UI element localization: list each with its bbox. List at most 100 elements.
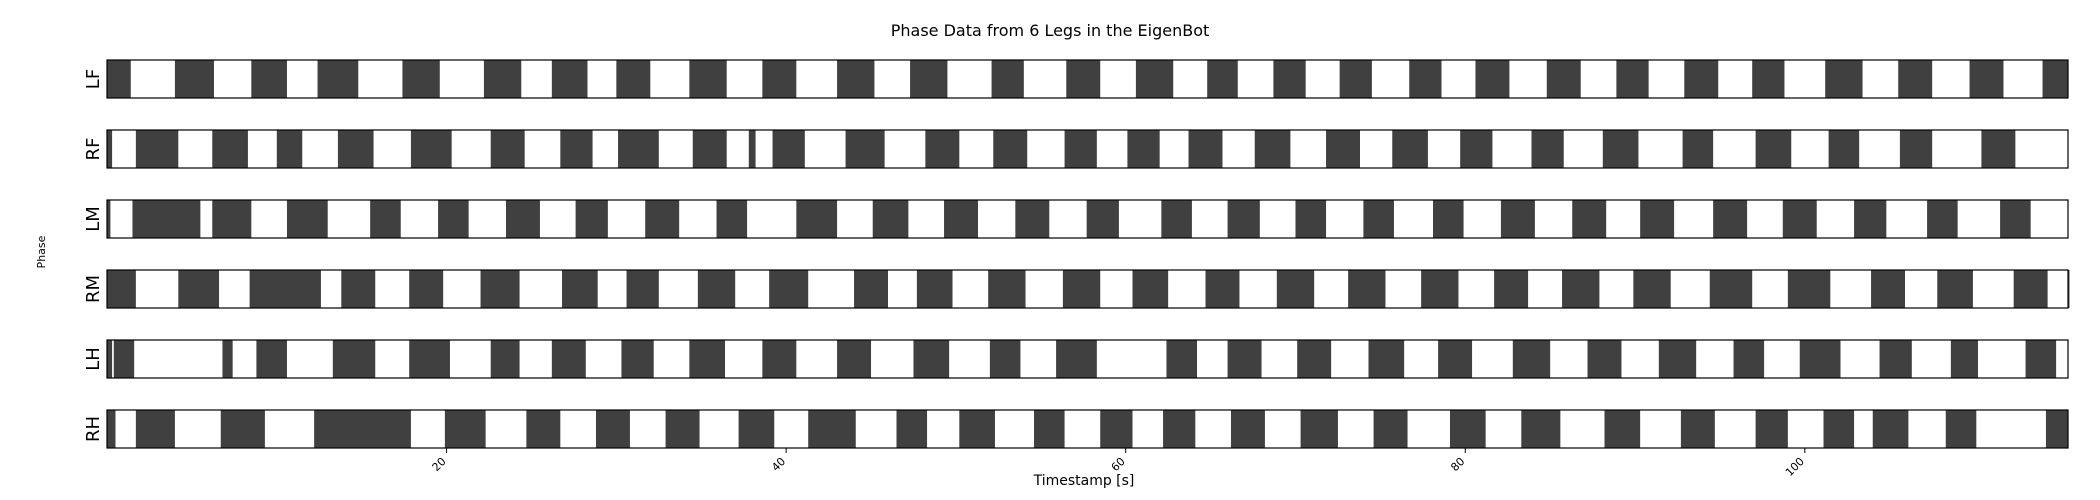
- stance-segment: [337, 130, 374, 168]
- stance-segment: [107, 340, 113, 378]
- stance-segment: [286, 200, 328, 238]
- stance-segment: [1562, 270, 1600, 308]
- stance-segment: [1326, 130, 1361, 168]
- stance-segment: [256, 340, 287, 378]
- stance-segment: [212, 200, 252, 238]
- stance-segment: [665, 410, 700, 448]
- leg-label-rh: RH: [83, 416, 104, 442]
- stance-segment: [716, 200, 748, 238]
- stance-segment: [1161, 200, 1192, 238]
- stance-segment: [837, 60, 875, 98]
- stance-segment: [1254, 130, 1291, 168]
- stance-segment: [249, 270, 321, 308]
- stance-segment: [409, 340, 450, 378]
- stance-segment: [1373, 410, 1408, 448]
- stance-segment: [409, 270, 444, 308]
- leg-row-rf: RF: [83, 129, 2069, 169]
- stance-segment: [1633, 270, 1671, 308]
- stance-segment: [738, 410, 775, 448]
- stance-segment: [2042, 60, 2068, 98]
- chart-title: Phase Data from 6 Legs in the EigenBot: [891, 21, 1210, 40]
- stance-segment: [1127, 130, 1160, 168]
- stance-segment: [1034, 410, 1065, 448]
- stance-segment: [560, 130, 593, 168]
- stance-segment: [1602, 130, 1639, 168]
- stance-segment: [174, 60, 214, 98]
- stance-segment: [1276, 270, 1315, 308]
- stance-segment: [1640, 200, 1675, 238]
- stance-segment: [135, 410, 175, 448]
- stance-segment: [1752, 60, 1785, 98]
- leg-label-rm: RM: [83, 275, 104, 303]
- stance-segment: [1494, 270, 1529, 308]
- stance-segment: [2000, 200, 2031, 238]
- stance-segment: [1066, 60, 1101, 98]
- stance-segment: [854, 270, 889, 308]
- stance-segment: [762, 60, 797, 98]
- stance-segment: [1709, 270, 1753, 308]
- stance-segment: [526, 410, 561, 448]
- stance-segment: [135, 130, 179, 168]
- leg-row-rm: RM: [83, 269, 2070, 309]
- stance-segment: [1680, 410, 1715, 448]
- stance-segment: [1937, 270, 1973, 308]
- stance-segment: [1062, 270, 1101, 308]
- x-tick-label: 80: [1448, 455, 1467, 474]
- x-axis-label: Timestamp [s]: [1033, 473, 1135, 489]
- stance-segment: [896, 410, 928, 448]
- stance-segment: [1572, 200, 1607, 238]
- stance-segment: [692, 130, 727, 168]
- stance-segment: [551, 340, 586, 378]
- stance-segment: [1449, 410, 1486, 448]
- stance-segment: [1713, 200, 1748, 238]
- leg-row-background: [107, 410, 2068, 448]
- stance-segment: [925, 130, 960, 168]
- stance-segment: [991, 60, 1024, 98]
- stance-segment: [444, 410, 486, 448]
- leg-rows: LF RF LM RM LH RH: [83, 59, 2070, 449]
- stance-segment: [1295, 200, 1327, 238]
- stance-segment: [1531, 130, 1564, 168]
- stance-segment: [1872, 410, 1909, 448]
- stance-segment: [1188, 130, 1223, 168]
- stance-segment: [697, 270, 736, 308]
- stance-segment: [1782, 200, 1817, 238]
- stance-segment: [341, 270, 376, 308]
- leg-row-frame: [106, 199, 2069, 239]
- stance-segment: [989, 340, 1021, 378]
- stance-segment: [1297, 340, 1332, 378]
- stance-segment: [483, 60, 522, 98]
- stance-segment: [438, 200, 469, 238]
- stance-segment: [370, 200, 401, 238]
- stance-segment: [1086, 200, 1119, 238]
- stance-segment: [1950, 340, 1979, 378]
- stance-segment: [1879, 340, 1912, 378]
- stance-segment: [562, 270, 598, 308]
- stance-segment: [1755, 410, 1788, 448]
- stance-segment: [1733, 340, 1765, 378]
- stance-segment: [626, 270, 659, 308]
- stance-segment: [220, 410, 265, 448]
- stance-segment: [1587, 340, 1622, 378]
- stance-segment: [107, 410, 116, 448]
- stance-segment: [1064, 130, 1097, 168]
- stance-segment: [107, 270, 136, 308]
- stance-segment: [2045, 410, 2068, 448]
- stance-segment: [1227, 340, 1262, 378]
- stance-segment: [317, 60, 359, 98]
- stance-segment: [1682, 130, 1714, 168]
- stance-segment: [1755, 130, 1792, 168]
- stance-segment: [1658, 340, 1697, 378]
- y-axis-label: Phase: [35, 235, 48, 268]
- leg-label-lm: LM: [83, 206, 104, 232]
- stance-segment: [1363, 200, 1394, 238]
- stance-segment: [689, 60, 727, 98]
- stance-segment: [616, 60, 651, 98]
- leg-row-lm: LM: [83, 199, 2069, 239]
- stance-segment: [1227, 200, 1260, 238]
- stance-segment: [959, 410, 995, 448]
- stance-segment: [2025, 340, 2057, 378]
- stance-segment: [212, 130, 248, 168]
- leg-label-lf: LF: [83, 69, 104, 89]
- leg-row-lf: LF: [83, 59, 2069, 99]
